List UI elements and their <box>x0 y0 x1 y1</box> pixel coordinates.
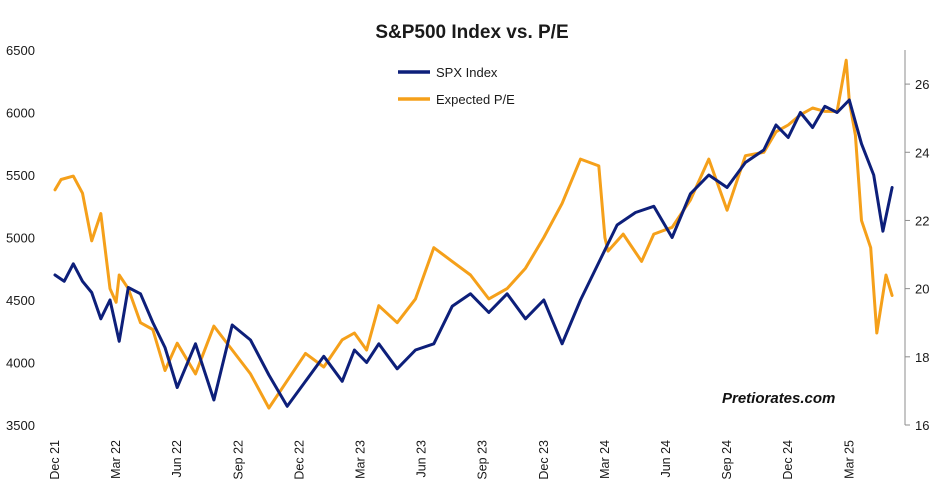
legend-label-pe: Expected P/E <box>436 92 515 107</box>
x-tick-label: Dec 21 <box>48 440 62 480</box>
y-left-tick-label: 4000 <box>6 356 35 371</box>
x-tick-label: Mar 24 <box>598 440 612 479</box>
series-line-expected-pe <box>53 58 894 410</box>
x-tick-label: Dec 23 <box>537 440 551 480</box>
x-tick-label: Sep 22 <box>231 440 245 480</box>
x-tick-label: Mar 23 <box>354 440 368 479</box>
x-tick-label: Mar 22 <box>109 440 123 479</box>
y-left-tick-label: 6000 <box>6 106 35 121</box>
y-right-tick-label: 18 <box>915 350 929 365</box>
y-right-tick-label: 16 <box>915 418 929 433</box>
x-tick-label: Sep 24 <box>720 440 734 480</box>
x-tick-label: Mar 25 <box>842 440 856 479</box>
x-tick-label: Jun 22 <box>170 440 184 478</box>
y-left-tick-label: 3500 <box>6 418 35 433</box>
x-tick-label: Jun 23 <box>415 440 429 478</box>
y-right-tick-label: 26 <box>915 77 929 92</box>
y-left-tick-label: 4500 <box>6 293 35 308</box>
y-right-tick-label: 24 <box>915 145 929 160</box>
y-left-tick-label: 5000 <box>6 231 35 246</box>
axes-layer: 3500 4000 4500 5000 5500 6000 6500 16 18 20 22 24 26… <box>6 43 929 480</box>
x-tick-label: Jun 24 <box>659 440 673 478</box>
chart-title: S&P500 Index vs. P/E <box>375 22 568 43</box>
series-line-spx-index <box>53 98 894 408</box>
y-left-tick-label: 5500 <box>6 168 35 183</box>
x-tick-label: Sep 23 <box>476 440 490 480</box>
series-layer <box>53 58 894 410</box>
chart-legend: SPX Index Expected P/E <box>398 65 515 107</box>
x-tick-label: Dec 24 <box>781 440 795 480</box>
y-right-tick-label: 20 <box>915 282 929 297</box>
y-right-tick-label: 22 <box>915 213 929 228</box>
y-left-tick-label: 6500 <box>6 43 35 58</box>
x-tick-label: Dec 22 <box>292 440 306 480</box>
legend-label-spx: SPX Index <box>436 65 498 80</box>
watermark-text: Pretiorates.com <box>722 390 835 407</box>
